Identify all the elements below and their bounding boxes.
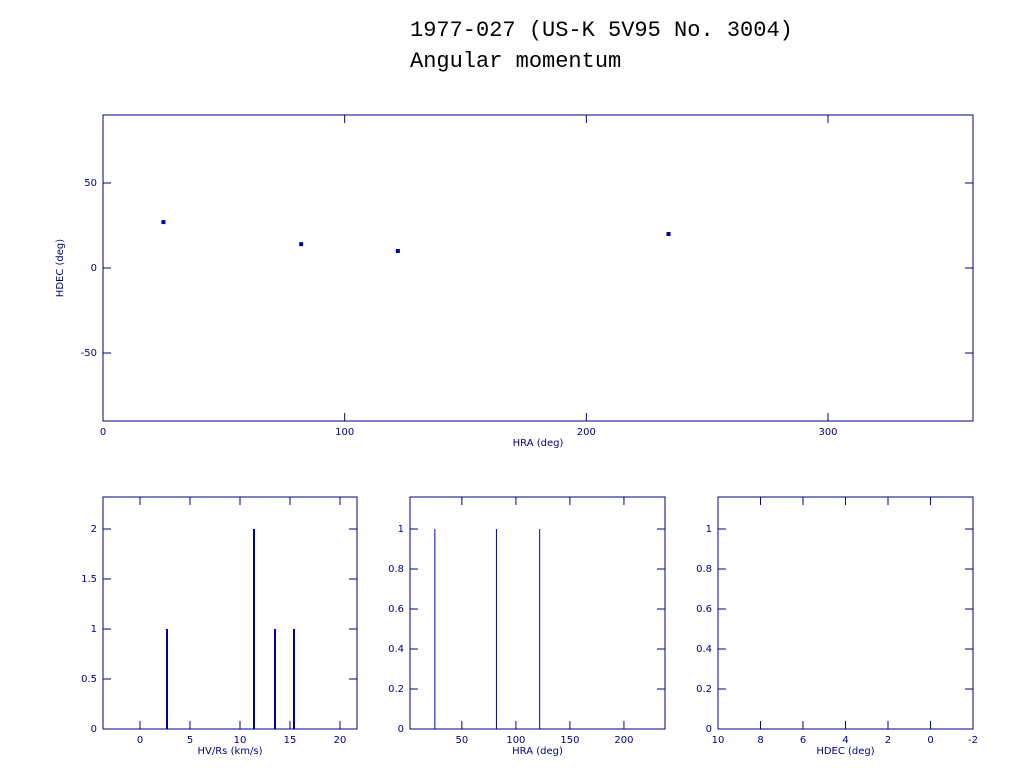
y-tick-label: 1 <box>398 524 404 535</box>
y-tick-label: 1.5 <box>81 574 97 585</box>
subtitle: Angular momentum <box>410 49 621 74</box>
x-tick-label: 4 <box>842 735 848 746</box>
x-tick-label: -2 <box>968 735 978 746</box>
x-tick-label: 100 <box>506 735 525 746</box>
x-tick-label: 200 <box>614 735 633 746</box>
x-tick-label: 0 <box>927 735 933 746</box>
point <box>299 242 304 247</box>
y-tick-label: 0.8 <box>388 564 404 575</box>
x-tick-label: 6 <box>800 735 806 746</box>
y-tick-label: 0.2 <box>696 684 712 695</box>
plot-frame <box>102 114 974 422</box>
y-tick-label: 0.2 <box>388 684 404 695</box>
x-axis-label: HRA (deg) <box>513 438 564 449</box>
x-tick-label: 200 <box>577 427 596 438</box>
x-tick-label: 2 <box>885 735 891 746</box>
y-tick-label: 0.6 <box>388 604 404 615</box>
y-tick-label: 0.8 <box>696 564 712 575</box>
x-axis-label: HDEC (deg) <box>816 746 874 757</box>
x-axis-label: HV/Rs (km/s) <box>198 746 263 757</box>
y-tick-label: 1 <box>706 524 712 535</box>
y-tick-label: 0.5 <box>81 674 97 685</box>
x-tick-label: 8 <box>757 735 763 746</box>
x-tick-label: 300 <box>818 427 837 438</box>
x-tick-label: 10 <box>712 735 725 746</box>
x-axis-label: HRA (deg) <box>512 746 563 757</box>
x-tick-label: 0 <box>100 427 106 438</box>
plot-frame <box>409 496 666 730</box>
y-tick-label: 2 <box>91 524 97 535</box>
y-tick-label: 0 <box>398 724 404 735</box>
y-tick-label: 50 <box>84 178 97 189</box>
y-axis-label: HDEC (deg) <box>55 239 66 297</box>
x-tick-label: 150 <box>560 735 579 746</box>
y-tick-label: 0.4 <box>696 644 712 655</box>
y-tick-label: 0 <box>91 724 97 735</box>
y-tick-label: 1 <box>91 624 97 635</box>
point <box>666 232 671 236</box>
y-tick-label: 0 <box>91 263 97 274</box>
x-tick-label: 10 <box>234 735 247 746</box>
point <box>161 220 166 225</box>
plot-frame <box>717 496 974 730</box>
y-tick-label: 0.4 <box>388 644 404 655</box>
y-tick-label: 0 <box>706 724 712 735</box>
y-tick-label: -50 <box>81 348 97 359</box>
point <box>395 249 400 253</box>
title: 1977-027 (US-K 5V95 No. 3004) <box>410 18 793 43</box>
plot-frame <box>102 496 358 730</box>
x-tick-label: 15 <box>284 735 297 746</box>
y-tick-label: 0.6 <box>696 604 712 615</box>
x-tick-label: 50 <box>455 735 468 746</box>
x-tick-label: 20 <box>334 735 347 746</box>
x-tick-label: 0 <box>137 735 143 746</box>
x-tick-label: 5 <box>187 735 193 746</box>
x-tick-label: 100 <box>335 427 354 438</box>
